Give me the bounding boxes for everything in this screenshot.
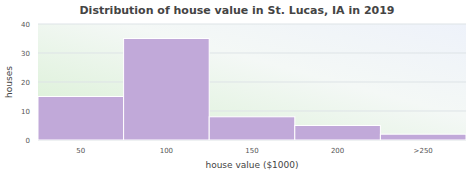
y-tick-label: 20 [21, 79, 30, 87]
x-axis-label: house value ($1000) [205, 160, 298, 170]
y-axis-label: houses [4, 66, 14, 98]
title: Distribution of house value in St. Lucas… [79, 4, 394, 17]
x-tick-label: 50 [76, 147, 85, 155]
grid-line [38, 53, 466, 54]
bars [38, 39, 466, 141]
y-tick-label: 0 [26, 137, 30, 145]
grid-line [38, 82, 466, 83]
plot-background [38, 24, 466, 140]
x-tick-label: 100 [160, 147, 173, 155]
grid-line [38, 24, 466, 25]
y-tick-label: 30 [21, 50, 30, 58]
y-tick-label: 10 [21, 108, 30, 116]
bar [295, 126, 381, 141]
chart: Distribution of house value in St. Lucas… [0, 0, 474, 177]
bar [209, 117, 295, 140]
bar [38, 97, 124, 141]
y-tick-label: 40 [21, 21, 30, 29]
x-tick-label: >250 [414, 147, 433, 155]
x-tick-label: 150 [245, 147, 258, 155]
bar [124, 39, 210, 141]
bar [380, 134, 466, 140]
x-tick-label: 200 [331, 147, 344, 155]
